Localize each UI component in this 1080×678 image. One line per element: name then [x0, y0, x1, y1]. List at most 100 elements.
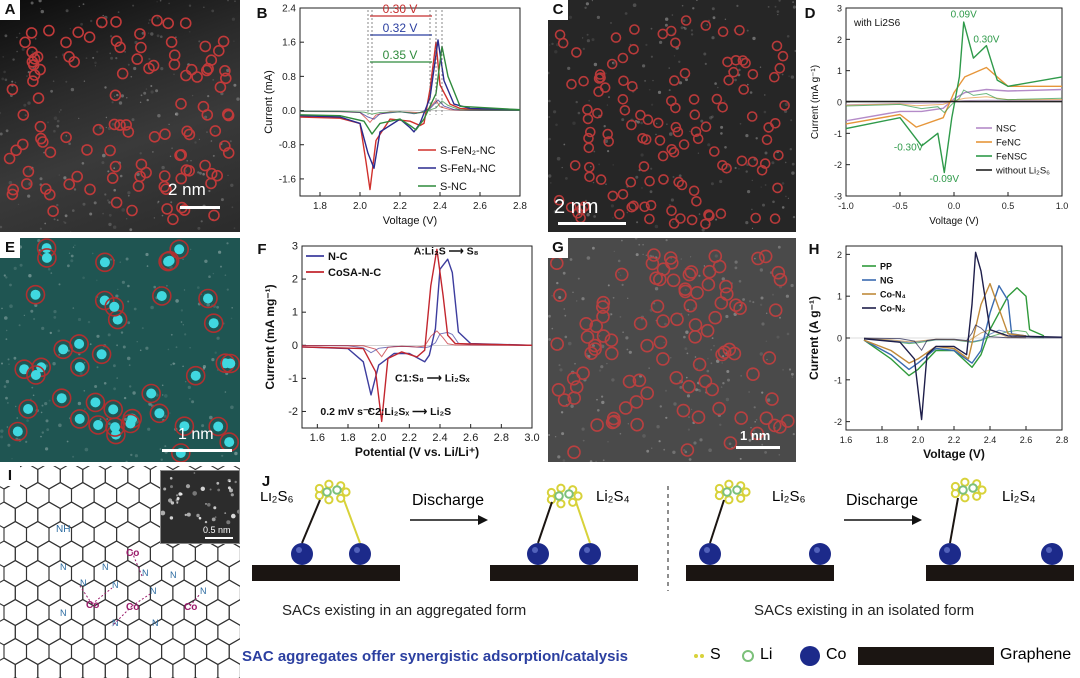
legend-label: PP	[880, 262, 892, 272]
noise-speck	[548, 434, 551, 436]
li2s6-sulfur-atom	[336, 493, 346, 503]
nitrogen-atom-label: N	[150, 586, 157, 596]
graphene-hexagon	[183, 637, 208, 666]
panel-i-inset-image: 0.5 nm	[160, 470, 240, 544]
graphene-hexagon	[172, 657, 196, 678]
noise-speck	[554, 436, 557, 438]
coordination-bond	[131, 551, 143, 577]
graphene-hexagon	[116, 637, 140, 666]
noise-speck	[632, 3, 637, 7]
atom-marker-circle	[17, 109, 30, 121]
noise-speck	[155, 89, 159, 93]
atom-marker-circle	[703, 209, 714, 220]
y-tick-label: 1.6	[282, 38, 296, 49]
atom-marker-circle	[688, 318, 703, 332]
atom-marker-circle	[566, 78, 577, 90]
x-tick-label: 1.8	[313, 201, 327, 212]
noise-speck	[53, 129, 56, 133]
noise-speck	[642, 64, 646, 68]
noise-speck	[663, 448, 666, 451]
noise-speck	[548, 99, 551, 103]
noise-speck	[162, 394, 164, 396]
noise-speck	[126, 356, 131, 361]
atom-marker-circle	[619, 105, 631, 116]
atom-marker-circle	[202, 62, 214, 75]
noise-speck	[745, 134, 749, 138]
legend-label: Co-N₂	[880, 304, 906, 314]
noise-speck	[725, 314, 729, 319]
noise-speck	[710, 362, 713, 365]
noise-speck	[172, 362, 175, 365]
noise-speck	[714, 254, 718, 258]
noise-speck	[568, 15, 573, 19]
li2s6-sulfur-atom	[341, 487, 351, 497]
noise-speck	[670, 257, 673, 260]
noise-speck	[665, 17, 669, 21]
noise-speck	[688, 416, 690, 418]
noise-speck	[722, 382, 725, 385]
atom-marker-circle	[110, 35, 123, 48]
noise-speck	[619, 316, 622, 318]
noise-speck	[607, 150, 610, 153]
noise-speck	[792, 433, 795, 436]
x-tick-label: 1.8	[340, 432, 355, 444]
noise-speck	[678, 81, 683, 85]
cobalt-highlight	[814, 547, 820, 553]
inset-atom-dot	[185, 484, 191, 489]
series-line-fensc	[845, 21, 1063, 174]
cobalt-highlight	[1046, 547, 1052, 553]
nitrogen-atom-label: N	[142, 568, 149, 578]
series-return-line	[299, 100, 521, 115]
noise-speck	[600, 365, 604, 369]
noise-speck	[755, 137, 758, 140]
noise-speck	[761, 391, 764, 394]
panel-j-schematic: J Li₂S₆ Li₂S₄ Li₂S₆ Li₂S₄ Discharge Disc…	[240, 466, 1080, 678]
legend-li-icon	[742, 650, 754, 662]
noise-speck	[143, 91, 147, 95]
noise-speck	[127, 321, 131, 325]
atom-marker-circle	[670, 121, 682, 133]
noise-speck	[640, 121, 643, 125]
atom-marker-circle	[209, 125, 222, 137]
noise-speck	[118, 101, 123, 105]
noise-speck	[182, 365, 184, 368]
noise-speck	[601, 395, 604, 398]
noise-speck	[124, 417, 128, 421]
single-atom-dot	[190, 370, 201, 381]
noise-speck	[129, 385, 132, 388]
atom-marker-circle	[34, 120, 47, 133]
atom-marker-circle	[689, 109, 701, 120]
atom-marker-circle	[628, 43, 639, 55]
noise-speck	[85, 57, 88, 59]
panel-c-scale-bar	[558, 222, 626, 225]
x-axis-label: Potential (V vs. Li/Li⁺)	[355, 445, 479, 459]
atom-marker-circle	[37, 248, 57, 268]
noise-speck	[697, 152, 700, 154]
noise-speck	[734, 266, 738, 270]
atom-marker-circle	[191, 71, 203, 83]
noise-speck	[15, 405, 17, 408]
noise-speck	[697, 388, 700, 391]
graphene-hexagon	[14, 540, 39, 568]
noise-speck	[617, 259, 621, 263]
noise-speck	[4, 34, 8, 38]
noise-speck	[82, 3, 85, 6]
atom-marker-circle	[647, 248, 661, 262]
single-atom-dot	[146, 388, 157, 399]
atom-marker-circle	[106, 172, 119, 184]
noise-speck	[638, 243, 641, 246]
graphene-hexagon	[194, 579, 219, 607]
atom-marker-circle	[567, 445, 581, 459]
coordination-bond	[91, 587, 113, 605]
graphene-hexagon	[25, 559, 50, 588]
noise-speck	[150, 305, 154, 310]
x-tick-label: 2.4	[432, 432, 447, 444]
atom-marker-circle	[761, 134, 773, 146]
li2s6-lithium-atom	[722, 487, 732, 497]
noise-speck	[41, 431, 44, 434]
noise-speck	[50, 89, 53, 93]
noise-speck	[723, 100, 726, 103]
noise-speck	[201, 424, 205, 428]
legend-graphene-icon	[858, 647, 994, 665]
atom-marker-circle	[180, 164, 193, 176]
